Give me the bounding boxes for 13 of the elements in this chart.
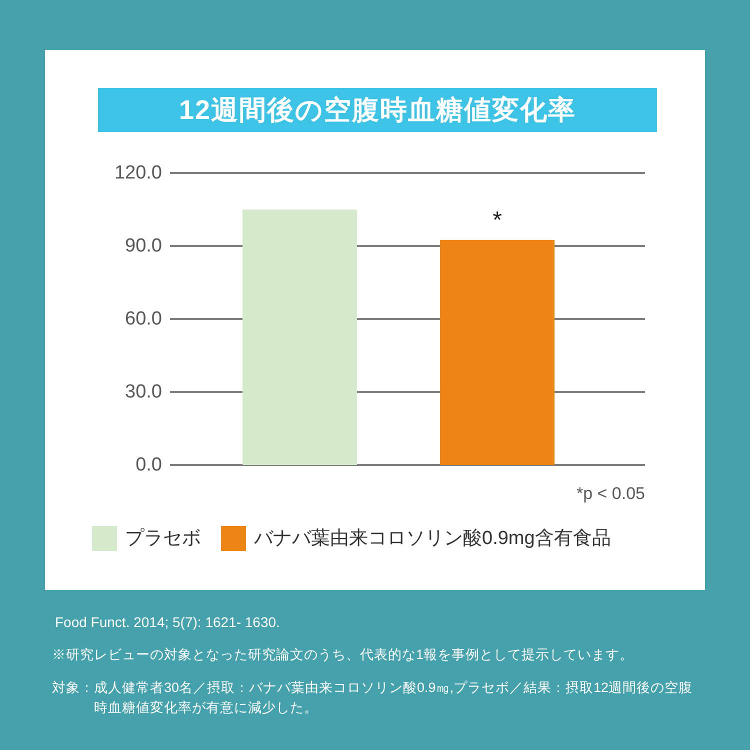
legend-label: プラセボ	[125, 527, 201, 551]
y-tick-label: 0.0	[136, 454, 162, 476]
y-tick-label: 90.0	[125, 236, 162, 256]
data-label: *	[492, 206, 502, 234]
text: Food Funct. 2014; 5(7): 1621- 1630.	[55, 613, 281, 632]
chart-title: 12週間後の空腹時血糖値変化率	[98, 88, 657, 132]
legend-label: バナバ葉由来コロソリン酸0.9mg含有食品	[254, 527, 611, 551]
y-tick-label: 60.0	[125, 308, 162, 330]
y-tick-label: 120.0	[114, 162, 162, 184]
text: *p < 0.05	[576, 484, 645, 504]
text: 対象：成人健常者30名／摂取：バナバ葉由来コロソリン酸0.9㎎,プラセボ／結果：摂取12週間後の空腹時血糖値変化率が有意に減少した。	[52, 679, 694, 717]
text: ※研究レビューの対象となった研究論文のうち、代表的な1報を事例として提示しています。	[52, 646, 635, 664]
y-tick-label: 30.0	[125, 382, 162, 402]
